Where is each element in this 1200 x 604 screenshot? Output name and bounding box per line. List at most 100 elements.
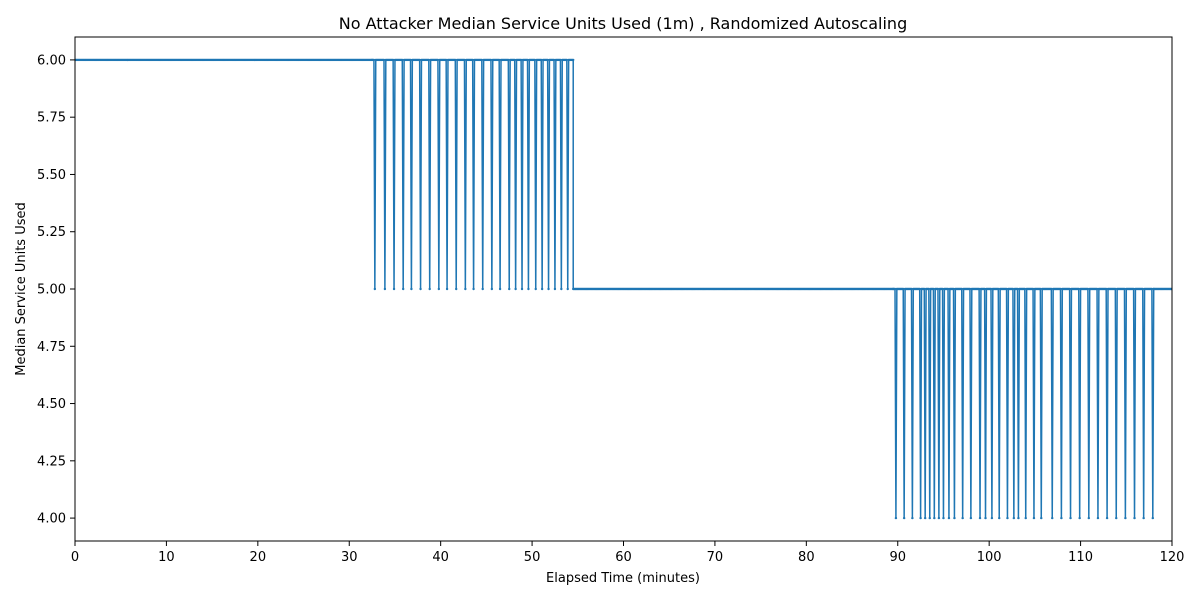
data-point	[514, 287, 517, 291]
x-tick-label: 110	[1068, 550, 1093, 565]
data-point	[1060, 516, 1063, 520]
data-point	[519, 58, 523, 62]
data-point	[968, 287, 972, 291]
data-point	[497, 58, 501, 62]
data-point	[947, 516, 951, 520]
data-point	[507, 58, 510, 62]
series-group	[75, 58, 1172, 520]
data-point	[526, 58, 529, 62]
data-point	[984, 516, 987, 520]
data-point	[1104, 287, 1108, 291]
data-point	[1114, 287, 1117, 291]
data-point	[1012, 516, 1016, 520]
data-point	[998, 516, 1001, 520]
data-point	[392, 287, 396, 291]
data-point	[953, 516, 956, 520]
data-point	[472, 287, 475, 291]
data-point	[932, 287, 935, 291]
x-tick-label: 60	[615, 550, 632, 565]
data-point	[436, 58, 440, 62]
data-point	[401, 287, 405, 291]
data-point	[373, 287, 377, 291]
data-point	[481, 287, 484, 291]
data-point	[894, 516, 898, 520]
data-point	[928, 516, 931, 520]
y-tick-label: 6.00	[37, 53, 66, 68]
data-point	[989, 287, 993, 291]
data-point	[942, 516, 945, 520]
data-point	[1039, 287, 1042, 291]
x-tick-label: 80	[798, 550, 815, 565]
data-point	[455, 287, 458, 291]
x-tick-label: 50	[524, 550, 541, 565]
chart-title: No Attacker Median Service Units Used (1…	[339, 14, 907, 33]
data-point	[1133, 516, 1136, 520]
data-point	[1150, 287, 1154, 291]
data-point	[927, 287, 931, 291]
data-point	[1141, 287, 1144, 291]
data-point	[1078, 516, 1081, 520]
data-point	[372, 58, 376, 62]
data-point	[933, 516, 936, 520]
data-point	[910, 287, 913, 291]
data-point	[893, 287, 897, 291]
data-point	[498, 287, 502, 291]
data-point	[902, 516, 906, 520]
data-point	[997, 287, 1000, 291]
data-point	[527, 287, 530, 291]
data-point	[513, 58, 516, 62]
data-point	[437, 287, 441, 291]
data-point	[566, 287, 569, 291]
y-tick-label: 5.00	[37, 283, 66, 298]
data-point	[1151, 516, 1155, 520]
data-point	[1142, 516, 1145, 520]
data-point	[1115, 516, 1118, 520]
y-axis-label: Median Service Units Used	[14, 202, 29, 376]
data-point	[464, 287, 467, 291]
axes: 0 10 20 30 40 50 60 70 80 90 100 110 120 4.00 4.25 4.50…	[37, 36, 1184, 565]
data-point	[391, 58, 395, 62]
data-point	[547, 287, 550, 291]
data-point	[490, 287, 494, 291]
y-tick-label: 4.50	[37, 397, 66, 412]
data-point	[410, 287, 413, 291]
data-point	[546, 58, 549, 62]
data-point	[1032, 516, 1036, 520]
data-point	[382, 58, 386, 62]
data-point	[990, 516, 994, 520]
x-tick-label: 40	[432, 550, 449, 565]
data-point	[1132, 287, 1135, 291]
data-point	[1051, 516, 1054, 520]
data-point	[969, 516, 973, 520]
data-point	[1077, 287, 1080, 291]
data-point	[383, 287, 387, 291]
x-tick-label: 30	[341, 550, 358, 565]
data-point	[1087, 516, 1091, 520]
data-point	[1005, 287, 1008, 291]
x-tick-label: 70	[707, 550, 724, 565]
data-point	[540, 287, 544, 291]
data-point	[1040, 516, 1043, 520]
data-point	[918, 287, 921, 291]
data-point	[911, 516, 914, 520]
data-point	[418, 58, 421, 62]
data-point	[565, 58, 569, 62]
data-point	[936, 287, 940, 291]
y-tick-label: 5.50	[37, 168, 66, 183]
data-point	[1031, 287, 1035, 291]
data-point	[941, 287, 944, 291]
data-point	[960, 287, 963, 291]
data-point	[978, 516, 982, 520]
data-point	[559, 58, 562, 62]
data-point	[937, 516, 941, 520]
y-tick-label: 4.25	[37, 454, 66, 469]
data-point	[1068, 287, 1071, 291]
data-point	[480, 58, 483, 62]
data-point	[923, 516, 927, 520]
data-point	[540, 58, 543, 62]
data-point	[952, 287, 955, 291]
data-point	[919, 516, 922, 520]
data-point	[983, 287, 986, 291]
